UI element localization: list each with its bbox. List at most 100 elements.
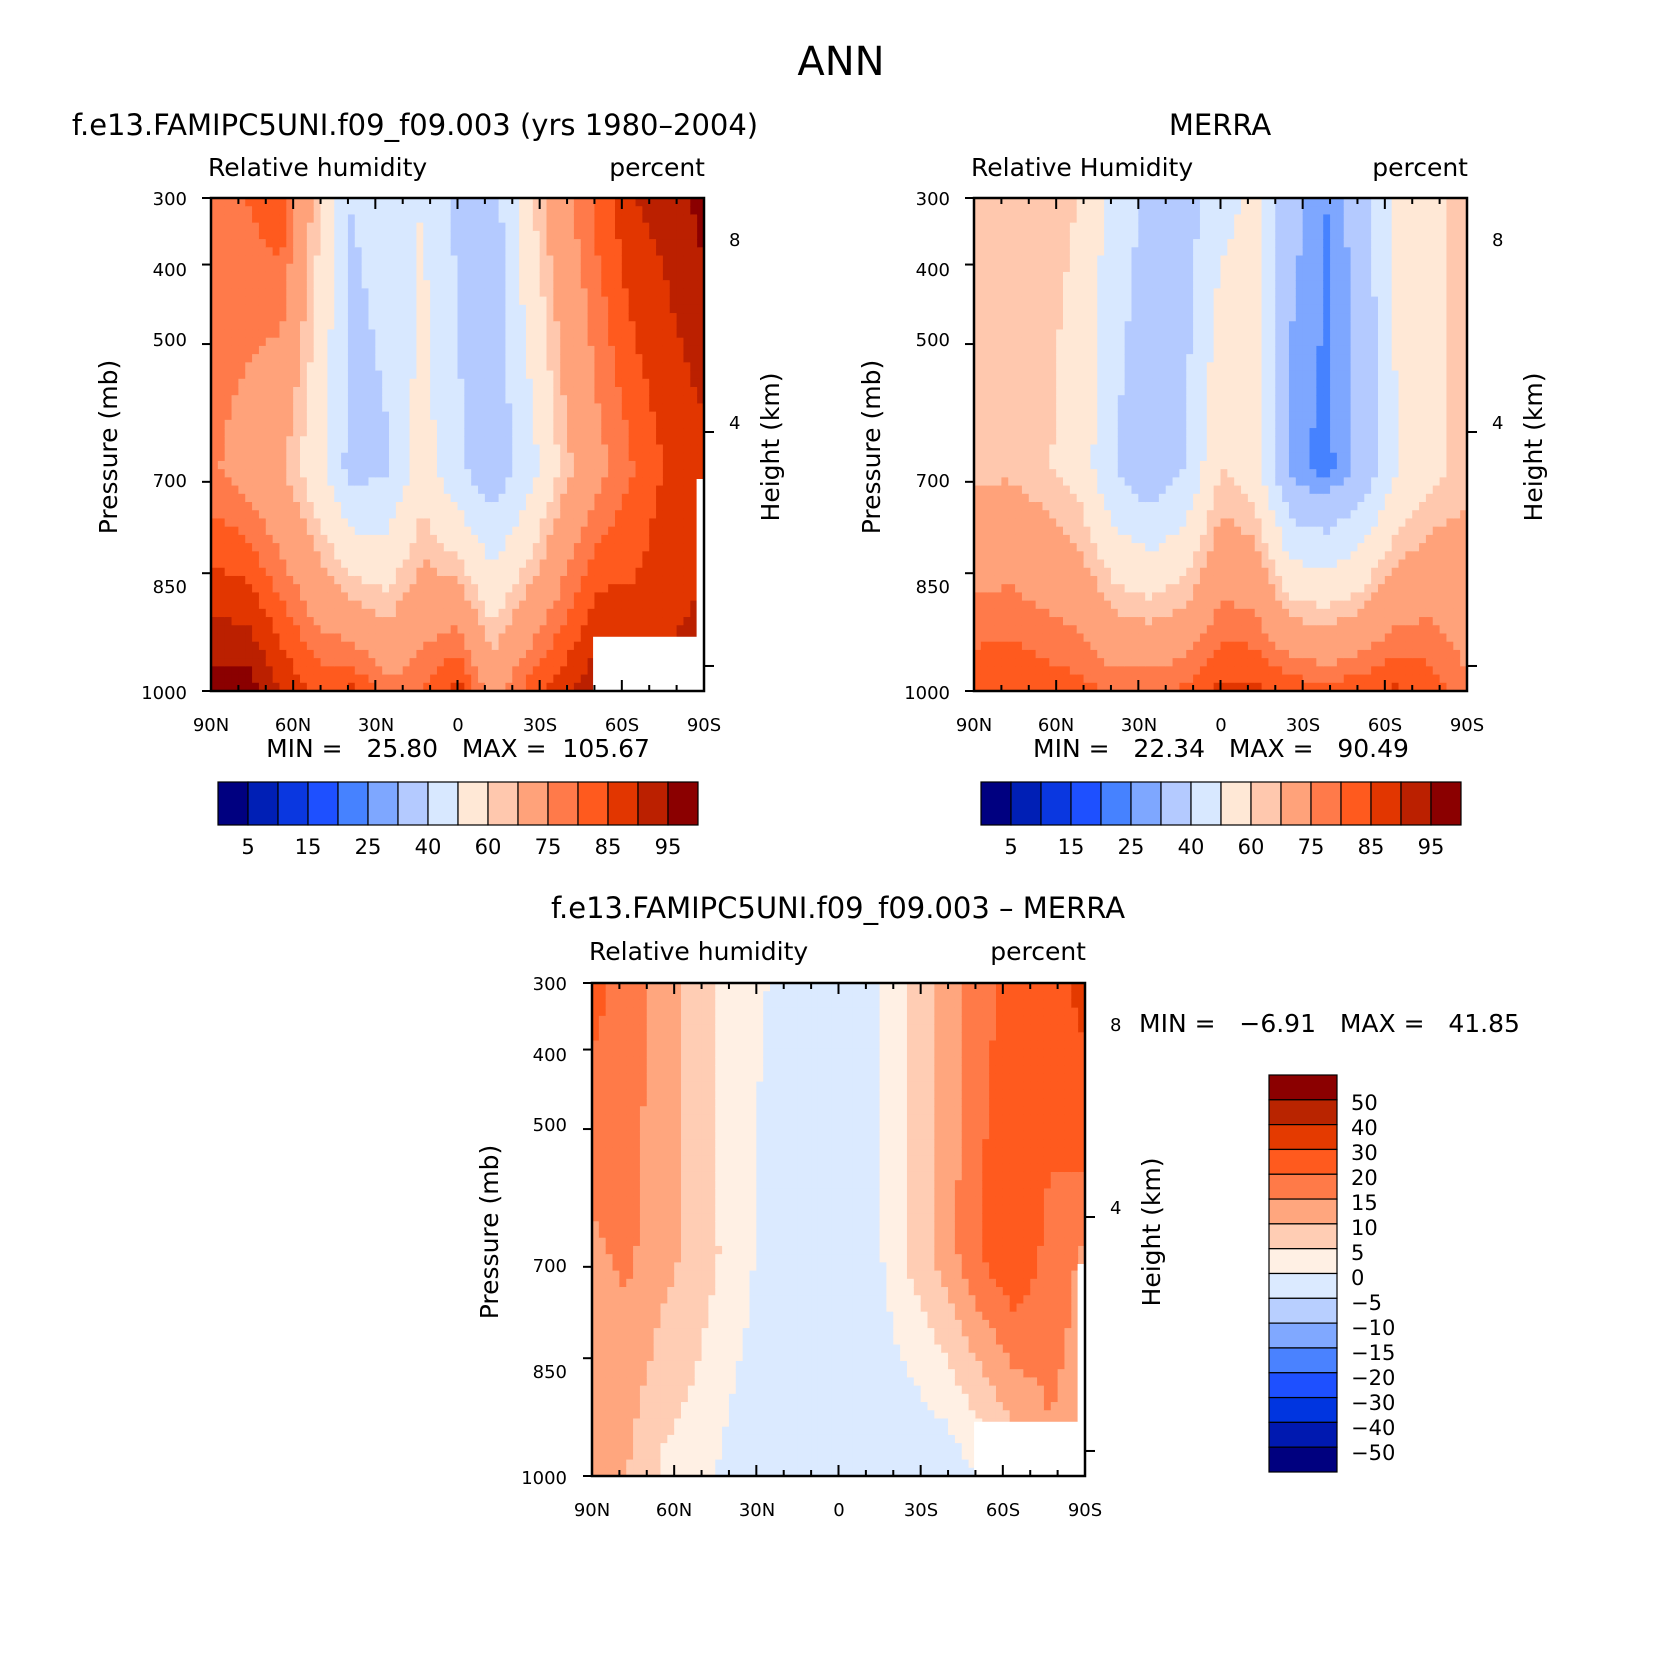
heat-cell [231, 658, 239, 667]
heat-cell [245, 633, 253, 643]
heat-cell [987, 469, 996, 478]
heat-cell [1001, 551, 1009, 561]
heat-cell [471, 567, 479, 577]
heat-cell [211, 649, 219, 659]
heat-cell [443, 633, 452, 643]
heat-cell [484, 633, 493, 643]
heat-cell [594, 230, 602, 240]
heat-cell [539, 206, 548, 216]
heat-cell [334, 658, 342, 667]
heat-cell [512, 255, 520, 265]
heat-cell [457, 682, 465, 692]
heat-cell [409, 485, 418, 495]
heat-cell [539, 460, 548, 470]
heat-cell [676, 230, 685, 240]
heat-cell [697, 247, 705, 257]
heat-cell [395, 444, 404, 454]
heat-cell [436, 617, 445, 626]
heat-cell [375, 658, 383, 667]
heat-cell [320, 214, 329, 224]
heat-cell [320, 633, 329, 643]
heat-cell [341, 288, 349, 298]
heat-cell [245, 304, 253, 314]
heat-cell [519, 592, 527, 602]
heat-cell [594, 222, 602, 232]
heat-cell [567, 198, 575, 207]
heat-cell [464, 329, 472, 339]
heat-cell [402, 386, 411, 396]
heat-cell [354, 329, 363, 339]
heat-cell [697, 436, 705, 446]
heat-cell [464, 559, 472, 569]
heat-cell [211, 674, 219, 684]
heat-cell [375, 230, 383, 240]
heat-cell [368, 378, 376, 388]
heat-cell [649, 386, 657, 396]
heat-cell [594, 510, 602, 520]
heat-cell [436, 485, 445, 495]
heat-cell [313, 633, 322, 643]
heat-cell [1015, 313, 1023, 322]
heat-cell [430, 313, 438, 322]
heat-cell [1021, 255, 1030, 265]
heat-cell [320, 460, 329, 470]
heat-cell [313, 526, 322, 536]
heat-cell [423, 649, 431, 659]
heat-cell [974, 526, 982, 536]
heat-cell [313, 271, 322, 281]
heat-cell [300, 584, 308, 593]
heat-cell [1021, 469, 1030, 478]
heat-cell [580, 436, 589, 446]
heat-cell [347, 386, 356, 396]
heat-cell [327, 329, 335, 339]
heat-cell [327, 436, 335, 446]
heat-cell [436, 329, 445, 339]
heat-cell [478, 444, 486, 454]
heat-cell [628, 526, 637, 536]
heat-cell [211, 271, 219, 281]
heat-cell [987, 649, 996, 659]
heat-cell [1021, 592, 1030, 602]
heat-cell [635, 313, 643, 322]
heat-cell [409, 666, 418, 676]
heat-cell [519, 280, 527, 289]
heat-cell [635, 592, 643, 602]
heat-cell [669, 543, 678, 552]
heat-cell [484, 411, 493, 421]
heat-cell [409, 559, 418, 569]
heat-cell [457, 510, 465, 520]
heat-cell [300, 428, 308, 437]
heat-cell [491, 600, 500, 610]
heat-cell [238, 411, 246, 421]
heat-cell [416, 436, 424, 446]
heat-cell [402, 551, 411, 561]
heat-cell [279, 666, 287, 676]
heat-cell [662, 510, 671, 520]
heat-cell [1021, 641, 1030, 651]
heat-cell [389, 510, 397, 520]
heat-cell [217, 304, 226, 314]
heat-cell [361, 526, 370, 536]
heat-cell [224, 198, 233, 207]
heat-cell [697, 345, 705, 355]
heat-cell [231, 625, 239, 635]
heat-cell [320, 436, 329, 446]
heat-cell [436, 469, 445, 478]
heat-cell [484, 198, 493, 207]
heat-cell [306, 428, 315, 437]
heat-cell [402, 444, 411, 454]
heat-cell [211, 526, 219, 536]
heat-cell [478, 296, 486, 306]
heat-cell [498, 666, 507, 676]
heat-cell [313, 345, 322, 355]
heat-cell [491, 428, 500, 437]
heat-cell [300, 296, 308, 306]
heat-cell [1008, 633, 1016, 643]
heat-cell [327, 649, 335, 659]
heat-cell [1001, 592, 1009, 602]
heat-cell [560, 469, 568, 478]
heat-cell [587, 600, 596, 610]
heat-cell [1021, 263, 1030, 273]
heat-cell [656, 313, 664, 322]
heat-cell [994, 206, 1002, 216]
